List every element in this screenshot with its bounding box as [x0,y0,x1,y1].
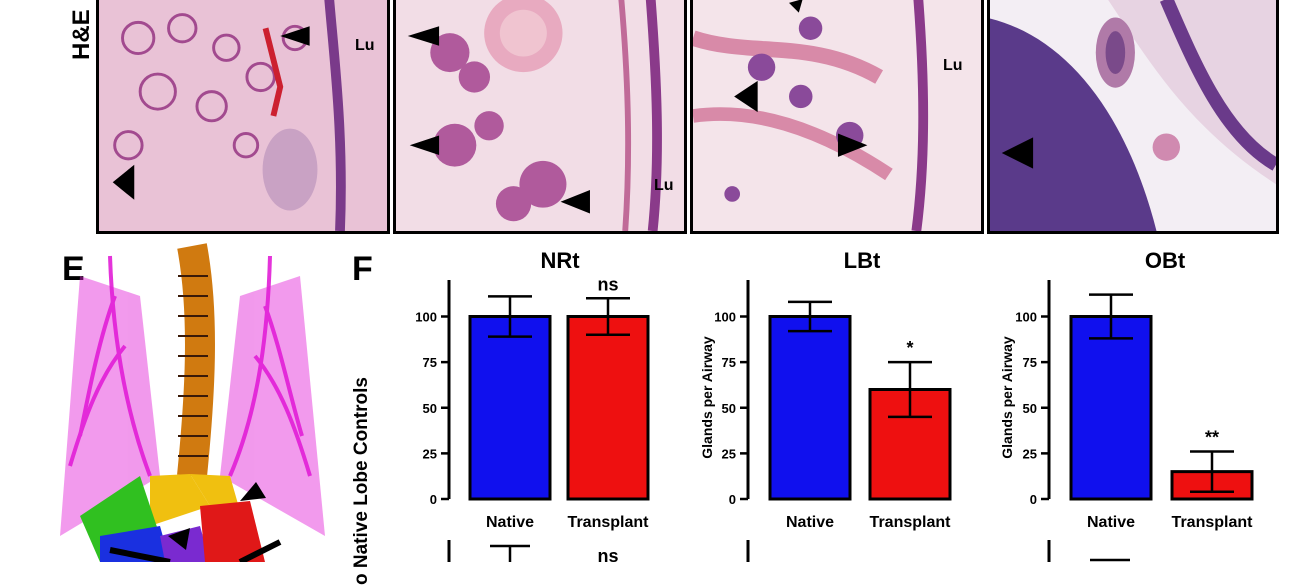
y-axis-label: Glands per Airway [699,336,715,459]
bar-native [768,315,852,501]
y-tick-label: 100 [1015,310,1037,325]
y-tick-label: 75 [1023,355,1037,370]
category-label: Transplant [870,514,952,531]
y-tick-label: 100 [714,310,736,325]
category-label: Native [1087,514,1135,531]
category-label: Transplant [1172,514,1254,531]
y-tick-label: 0 [430,492,437,507]
y-tick-label: 50 [722,401,736,416]
category-label: Transplant [568,514,650,531]
bar-native [1069,315,1153,501]
lung-3d-reconstruction [60,243,325,562]
lumen-label: Lu [355,37,375,54]
histology-panel-1: Lu [96,0,390,234]
significance-label: ** [1205,428,1219,448]
chart-title: OBt [1145,248,1186,273]
significance-label: * [906,338,913,358]
lumen-label: Lu [654,177,674,194]
y-tick-label: 100 [415,310,437,325]
y-tick-label: 75 [722,355,736,370]
y-tick-label: 50 [423,401,437,416]
significance-label: ns [597,274,618,294]
lumen-label: Lu [943,57,963,74]
y-tick-label: 25 [423,446,437,461]
partial-significance: ns [597,546,618,562]
y-tick-label: 50 [1023,401,1037,416]
category-label: Native [486,514,534,531]
histology-panel-4 [987,0,1279,234]
y-axis-label: Glands per Airway [999,336,1015,459]
bar-charts: NRt 0 25 50 75 100 Native Transplant ns LBt 0 25 50 7… [415,248,1254,562]
histology-panel-3: Lu [690,0,984,234]
panel-e-label: E [62,250,85,288]
bar-transplant [566,315,650,501]
category-label: Native [786,514,834,531]
bar-native [468,315,552,501]
y-tick-label: 0 [1030,492,1037,507]
histology-panel-2: Lu [393,0,687,234]
y-tick-label: 75 [423,355,437,370]
y-tick-label: 25 [1023,446,1037,461]
chart-title: NRt [540,248,580,273]
chart-title: LBt [844,248,881,273]
y-tick-label: 0 [729,492,736,507]
y-tick-label: 25 [722,446,736,461]
panel-f-label: F [352,250,373,288]
